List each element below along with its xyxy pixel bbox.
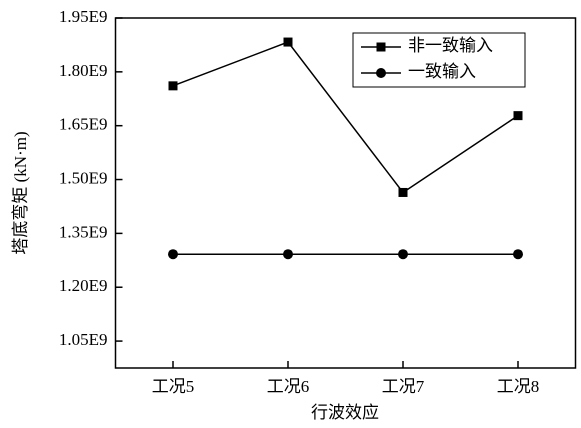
marker xyxy=(398,187,408,197)
legend-label: 一致输入 xyxy=(408,62,476,81)
marker xyxy=(513,249,523,260)
x-tick-label: 工况8 xyxy=(497,377,540,396)
x-axis-title: 行波效应 xyxy=(311,403,379,422)
marker xyxy=(376,42,386,52)
y-tick-label: 1.80E9 xyxy=(59,61,108,80)
y-tick-label: 1.65E9 xyxy=(59,115,108,134)
marker xyxy=(168,81,178,91)
x-tick-label: 工况6 xyxy=(267,377,310,396)
y-tick-label: 1.20E9 xyxy=(59,276,108,295)
marker xyxy=(513,111,523,121)
plot-frame xyxy=(114,17,577,369)
y-tick-label: 1.35E9 xyxy=(59,222,108,241)
y-tick-label: 1.50E9 xyxy=(59,168,108,187)
marker xyxy=(168,249,178,260)
legend-label: 非一致输入 xyxy=(408,36,493,55)
marker xyxy=(283,249,293,260)
x-tick-label: 工况7 xyxy=(382,377,425,396)
y-axis-title: 塔底弯矩 (kN·m) xyxy=(11,131,30,254)
y-tick-label: 1.05E9 xyxy=(59,330,108,349)
legend-box xyxy=(352,32,526,88)
x-tick-label: 工况5 xyxy=(152,377,195,396)
line xyxy=(172,41,519,194)
marker xyxy=(398,249,408,260)
marker xyxy=(376,68,386,78)
marker xyxy=(283,37,293,47)
y-tick-label: 1.95E9 xyxy=(59,7,108,26)
